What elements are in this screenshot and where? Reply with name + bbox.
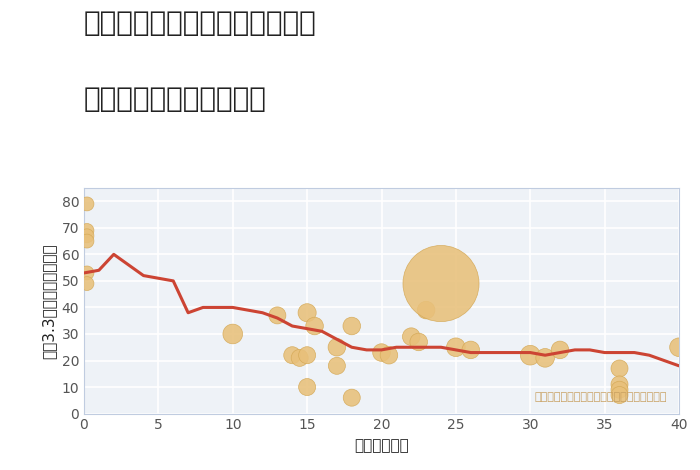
Point xyxy=(614,386,625,393)
Point xyxy=(435,280,447,287)
Point xyxy=(81,237,92,245)
Point xyxy=(413,338,424,346)
Point xyxy=(673,344,685,351)
Point xyxy=(406,333,417,340)
Point xyxy=(302,352,313,359)
Point xyxy=(614,365,625,372)
Point xyxy=(331,362,342,369)
Point xyxy=(450,344,461,351)
Text: 円の大きさは、取引のあった物件面積を示す: 円の大きさは、取引のあった物件面積を示す xyxy=(535,392,667,402)
Point xyxy=(614,391,625,399)
Point xyxy=(81,280,92,287)
Point xyxy=(465,346,476,353)
X-axis label: 築年数（年）: 築年数（年） xyxy=(354,438,409,453)
Y-axis label: 平（3.3㎡）単価（万円）: 平（3.3㎡）単価（万円） xyxy=(41,243,56,359)
Text: 兵庫県たつの市揖保川町二塚の: 兵庫県たつの市揖保川町二塚の xyxy=(84,9,316,38)
Point xyxy=(540,354,551,361)
Point xyxy=(331,344,342,351)
Point xyxy=(302,384,313,391)
Point xyxy=(376,349,387,356)
Point xyxy=(346,394,357,401)
Point xyxy=(346,322,357,330)
Point xyxy=(525,352,536,359)
Text: 築年数別中古戸建て価格: 築年数別中古戸建て価格 xyxy=(84,85,267,113)
Point xyxy=(81,227,92,234)
Point xyxy=(81,200,92,208)
Point xyxy=(81,232,92,240)
Point xyxy=(554,346,566,353)
Point xyxy=(384,352,395,359)
Point xyxy=(309,322,320,330)
Point xyxy=(421,306,432,314)
Point xyxy=(227,330,238,338)
Point xyxy=(287,352,298,359)
Point xyxy=(81,269,92,277)
Point xyxy=(272,312,283,319)
Point xyxy=(302,309,313,316)
Point xyxy=(294,354,305,361)
Point xyxy=(614,381,625,388)
